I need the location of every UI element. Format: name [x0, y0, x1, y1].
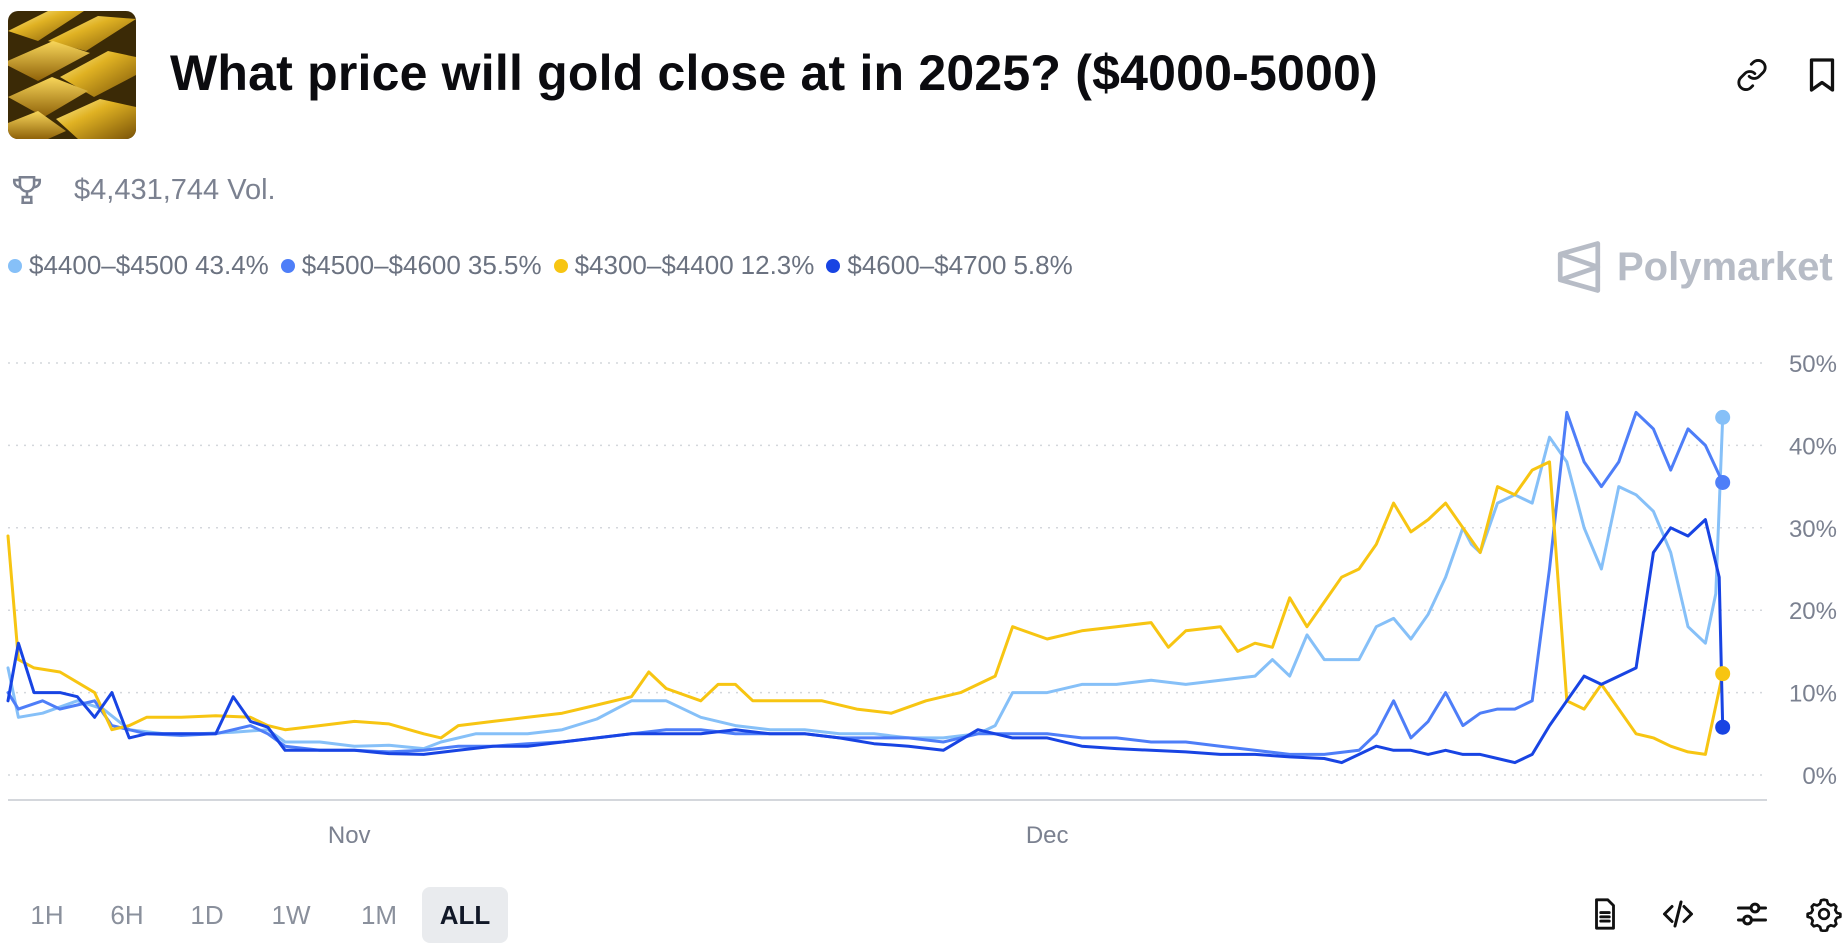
series-end-dot	[1715, 666, 1731, 682]
y-tick-label: 40%	[1789, 433, 1837, 460]
legend-series-name: $4400–$4500	[29, 250, 189, 280]
gold-bars-image	[8, 11, 136, 139]
sliders-icon[interactable]	[1734, 896, 1770, 932]
y-tick-label: 30%	[1789, 516, 1837, 543]
legend-series-name: $4300–$4400	[574, 250, 734, 280]
legend-series-name: $4500–$4600	[301, 250, 461, 280]
legend-dot	[280, 258, 295, 273]
timeframe-6h-button[interactable]: 6H	[110, 899, 144, 930]
x-tick-label: Dec	[1026, 822, 1069, 849]
legend-item[interactable]: $4400–$4500 43.4%	[8, 250, 269, 281]
code-icon[interactable]	[1660, 896, 1696, 932]
y-tick-label: 0%	[1802, 763, 1837, 790]
price-chart[interactable]: 0% 10% 20% 30% 40% 50% Nov Dec	[0, 330, 1844, 860]
chart-legend: $4400–$4500 43.4% $4500–$4600 35.5% $430…	[8, 250, 1085, 281]
brand-name: Polymarket	[1617, 244, 1833, 289]
legend-series-value: 12.3%	[740, 250, 815, 280]
legend-item[interactable]: $4300–$4400 12.3%	[553, 250, 815, 281]
timeframe-1m-button[interactable]: 1M	[360, 899, 398, 930]
legend-item[interactable]: $4500–$4600 35.5%	[280, 250, 542, 281]
polymarket-logo: Polymarket	[1555, 240, 1833, 294]
y-tick-label: 50%	[1789, 351, 1837, 378]
series-end-dot	[1715, 474, 1731, 490]
legend-series-value: 35.5%	[467, 250, 542, 280]
document-icon[interactable]	[1588, 896, 1622, 932]
legend-dot	[8, 258, 22, 273]
legend-series-value: 5.8%	[1013, 250, 1073, 280]
legend-dot	[553, 258, 568, 273]
timeframe-1h-button[interactable]: 1H	[30, 899, 64, 930]
settings-icon[interactable]	[1806, 896, 1842, 932]
series-end-dot	[1715, 719, 1731, 735]
polymarket-logo-icon	[1557, 241, 1601, 293]
legend-series-name: $4600–$4700	[847, 250, 1007, 280]
series-line	[6, 460, 1725, 756]
page-title: What price will gold close at in 2025? (…	[170, 45, 1378, 101]
y-tick-label: 20%	[1789, 598, 1837, 625]
link-icon[interactable]	[1735, 58, 1769, 92]
timeframe-1d-button[interactable]: 1D	[190, 899, 224, 930]
bookmark-icon[interactable]	[1807, 57, 1837, 93]
timeframe-1w-button[interactable]: 1W	[271, 899, 311, 930]
market-thumbnail	[8, 11, 136, 139]
series-end-dot	[1715, 409, 1731, 425]
legend-dot	[826, 258, 841, 273]
timeframe-all-button[interactable]: ALL	[422, 887, 508, 943]
trophy-icon	[12, 175, 42, 205]
series-line	[6, 415, 1725, 751]
volume-row: $4,431,744 Vol.	[10, 170, 276, 210]
series-line	[6, 518, 1725, 765]
x-tick-label: Nov	[328, 822, 371, 849]
volume-label: $4,431,744 Vol.	[74, 173, 276, 206]
series-line	[6, 410, 1725, 756]
y-tick-label: 10%	[1789, 681, 1837, 708]
legend-item[interactable]: $4600–$4700 5.8%	[826, 250, 1073, 281]
legend-series-value: 43.4%	[195, 250, 269, 280]
